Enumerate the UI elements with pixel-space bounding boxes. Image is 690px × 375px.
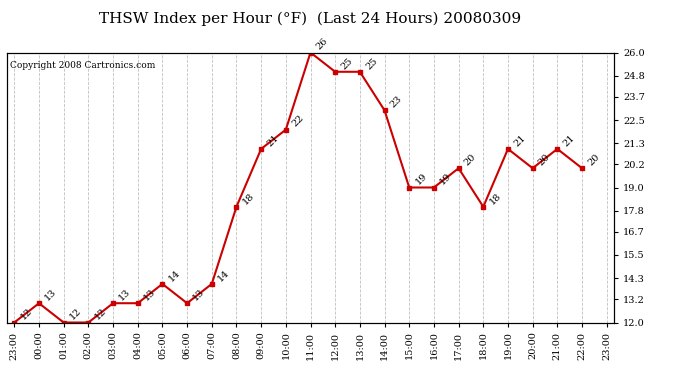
Text: 13: 13 [117,287,132,302]
Text: 25: 25 [364,56,379,71]
Text: 22: 22 [290,114,305,129]
Text: 21: 21 [562,133,577,148]
Text: 21: 21 [512,133,527,148]
Text: 13: 13 [191,287,206,302]
Text: 25: 25 [339,56,355,71]
Text: 14: 14 [166,268,181,283]
Text: 12: 12 [19,306,34,322]
Text: 19: 19 [413,172,428,187]
Text: 20: 20 [586,152,601,167]
Text: 19: 19 [438,172,453,187]
Text: 12: 12 [68,306,83,322]
Text: 14: 14 [216,268,231,283]
Text: 12: 12 [92,306,108,322]
Text: 26: 26 [315,37,330,52]
Text: Copyright 2008 Cartronics.com: Copyright 2008 Cartronics.com [10,61,155,70]
Text: 20: 20 [463,152,478,167]
Text: 13: 13 [142,287,157,302]
Text: 18: 18 [241,191,256,206]
Text: 23: 23 [388,94,404,110]
Text: THSW Index per Hour (°F)  (Last 24 Hours) 20080309: THSW Index per Hour (°F) (Last 24 Hours)… [99,11,522,26]
Text: 21: 21 [265,133,281,148]
Text: 18: 18 [487,191,502,206]
Text: 20: 20 [537,152,552,167]
Text: 13: 13 [43,287,59,302]
